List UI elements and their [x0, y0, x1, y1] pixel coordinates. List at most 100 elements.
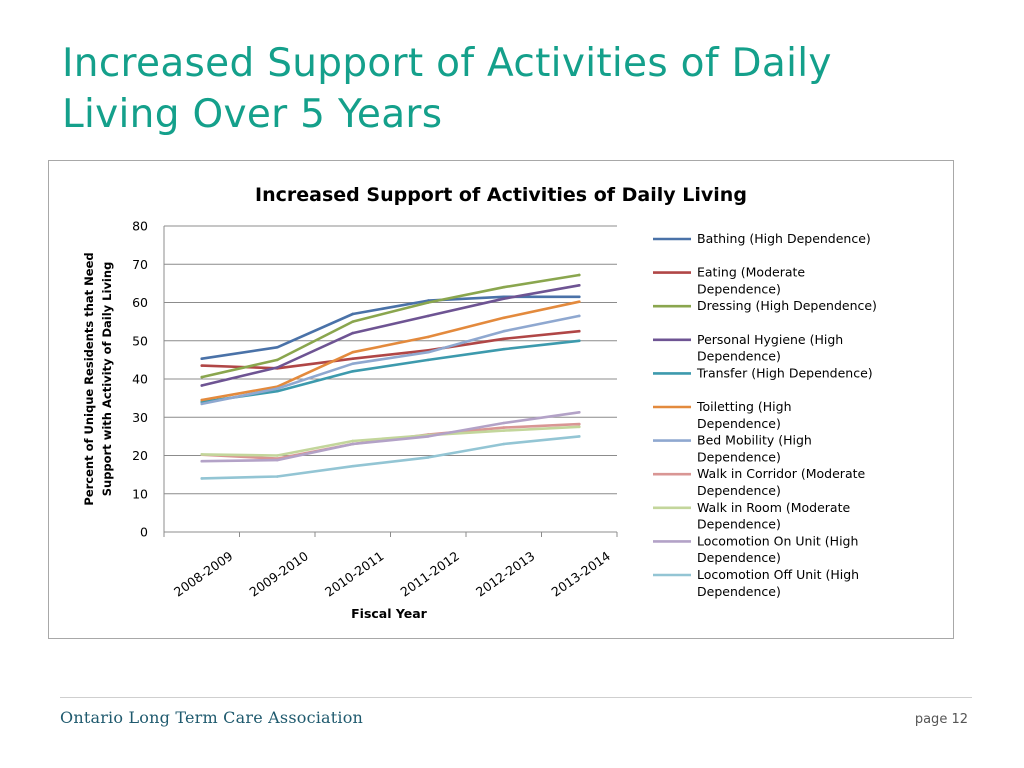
data-point	[577, 422, 581, 426]
data-point	[502, 297, 506, 300]
legend-label: Dependence)	[697, 550, 781, 565]
data-point	[351, 350, 355, 354]
y-tick-label: 80	[132, 219, 148, 234]
series-line	[200, 300, 581, 402]
footer-organization: Ontario Long Term Care Association	[60, 708, 364, 727]
data-point	[200, 402, 204, 406]
data-point	[200, 453, 204, 456]
legend-label: Dependence)	[697, 449, 781, 464]
series-line	[200, 339, 581, 404]
footer-page-number: page 12	[914, 712, 968, 727]
y-tick-label: 70	[132, 257, 148, 272]
slide-title-line-2: Living Over 5 Years	[62, 92, 443, 137]
data-point	[275, 345, 279, 349]
data-point	[275, 389, 279, 393]
data-point	[577, 314, 581, 318]
data-point	[351, 370, 355, 373]
slide-title: Increased Support of Activities of Daily…	[62, 38, 962, 140]
data-point	[577, 425, 581, 429]
data-point	[351, 331, 355, 335]
legend-label: Dependence)	[697, 349, 781, 364]
legend-label: Dressing (High Dependence)	[697, 298, 877, 313]
legend-label: Dependence)	[697, 281, 781, 296]
data-point	[502, 426, 506, 429]
legend-label: Dependence)	[697, 483, 781, 498]
y-tick-label: 40	[132, 372, 148, 387]
data-point	[426, 314, 430, 318]
x-tick-label: 2011-2012	[398, 548, 462, 599]
legend-label: Transfer (High Dependence)	[696, 365, 873, 380]
y-tick-label: 30	[132, 410, 148, 425]
data-point	[200, 398, 204, 402]
legend-label: Personal Hygiene (High	[697, 332, 843, 347]
slide-title-line-1: Increased Support of Activities of Daily	[62, 41, 832, 86]
data-point	[275, 458, 279, 462]
data-point	[351, 362, 355, 365]
y-tick-label: 60	[132, 295, 148, 310]
data-point	[577, 410, 581, 414]
data-point	[502, 429, 506, 432]
legend-label: Dependence)	[697, 416, 781, 431]
data-point	[426, 335, 430, 339]
data-point	[577, 329, 581, 333]
data-point	[426, 350, 430, 354]
y-axis-title-line: Support with Activity of Daily Living	[100, 262, 114, 497]
x-tick-label: 2013-2014	[549, 548, 613, 599]
x-tick-label: 2010-2011	[322, 548, 386, 599]
data-point	[275, 387, 279, 390]
data-point	[426, 435, 430, 438]
data-point	[577, 435, 581, 438]
y-tick-label: 0	[140, 525, 148, 540]
data-point	[351, 464, 355, 468]
legend-label: Dependence)	[697, 584, 781, 599]
data-point	[351, 357, 355, 361]
legend-label: Dependence)	[697, 517, 781, 532]
y-tick-label: 50	[132, 333, 148, 348]
series-line	[200, 435, 581, 480]
data-point	[502, 337, 506, 341]
data-point	[577, 273, 581, 277]
data-point	[502, 316, 506, 320]
chart-frame: Increased Support of Activities of Daily…	[48, 160, 954, 639]
legend-label: Bathing (High Dependence)	[697, 231, 871, 246]
legend-label: Walk in Corridor (Moderate	[697, 466, 866, 481]
data-point	[351, 439, 355, 443]
legend-label: Toiletting (High	[696, 399, 792, 414]
y-tick-label: 10	[132, 486, 148, 501]
data-point	[200, 357, 204, 361]
chart-title: Increased Support of Activities of Daily…	[255, 184, 747, 206]
data-point	[200, 459, 204, 463]
data-point	[351, 320, 355, 323]
series-line	[200, 329, 581, 370]
x-axis-title: Fiscal Year	[351, 606, 428, 621]
data-point	[200, 375, 204, 379]
data-point	[275, 454, 279, 457]
legend-label: Bed Mobility (High	[697, 433, 812, 448]
data-point	[200, 364, 204, 367]
data-point	[275, 358, 279, 362]
x-tick-label: 2008-2009	[171, 548, 235, 599]
data-point	[275, 475, 279, 478]
data-point	[426, 358, 430, 362]
data-point	[426, 301, 430, 304]
y-axis-title-line: Percent of Unique Residents that Need	[82, 252, 96, 505]
x-tick-label: 2009-2010	[247, 548, 311, 599]
data-point	[200, 384, 204, 387]
series-line	[200, 425, 581, 457]
x-tick-label: 2012-2013	[473, 548, 537, 599]
line-chart: Increased Support of Activities of Daily…	[82, 184, 877, 621]
y-tick-label: 20	[132, 448, 148, 463]
series-line	[200, 273, 581, 379]
data-point	[577, 339, 581, 343]
data-point	[577, 295, 581, 299]
legend-label: Locomotion Off Unit (High	[697, 567, 859, 582]
data-point	[502, 285, 506, 289]
footer-divider	[60, 697, 972, 698]
legend-label: Walk in Room (Moderate	[697, 500, 850, 515]
data-point	[351, 442, 355, 446]
data-point	[502, 421, 506, 425]
data-point	[351, 312, 355, 316]
series-line	[200, 314, 581, 406]
data-point	[502, 329, 506, 333]
series-line	[200, 284, 581, 387]
